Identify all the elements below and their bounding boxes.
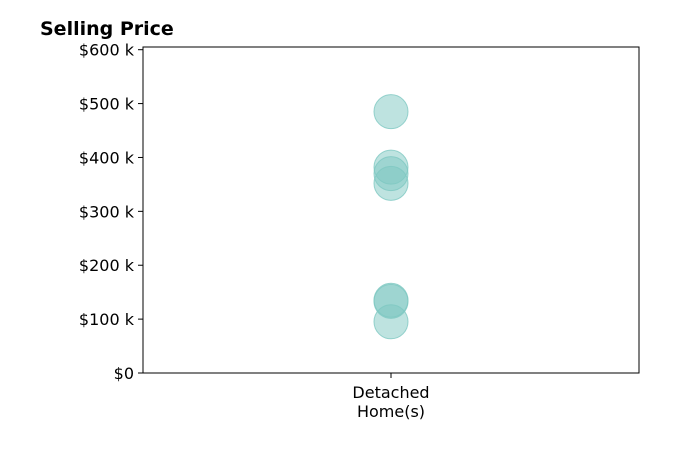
x-axis: Detached Home(s) <box>352 373 430 421</box>
y-tick-label: $600 k <box>79 41 135 60</box>
chart-title: Selling Price <box>40 18 174 40</box>
x-tick-label-line: Detached <box>352 383 429 402</box>
y-tick-label: $0 <box>114 364 134 383</box>
data-point <box>373 94 409 130</box>
y-tick-label: $200 k <box>79 256 135 275</box>
x-tick-label: Detached Home(s) <box>352 383 429 421</box>
y-tick-label: $500 k <box>79 95 135 114</box>
points-layer <box>373 94 409 340</box>
x-tick-label-line: Home(s) <box>357 402 425 421</box>
y-tick-label: $300 k <box>79 202 135 221</box>
y-axis: $0 $100 k $200 k $300 k $400 k $500 k $600 k <box>79 41 143 383</box>
data-point <box>373 304 409 340</box>
y-tick-label: $400 k <box>79 148 135 167</box>
plot-frame <box>142 46 640 374</box>
y-tick-label: $100 k <box>79 310 135 329</box>
data-point <box>373 165 409 201</box>
